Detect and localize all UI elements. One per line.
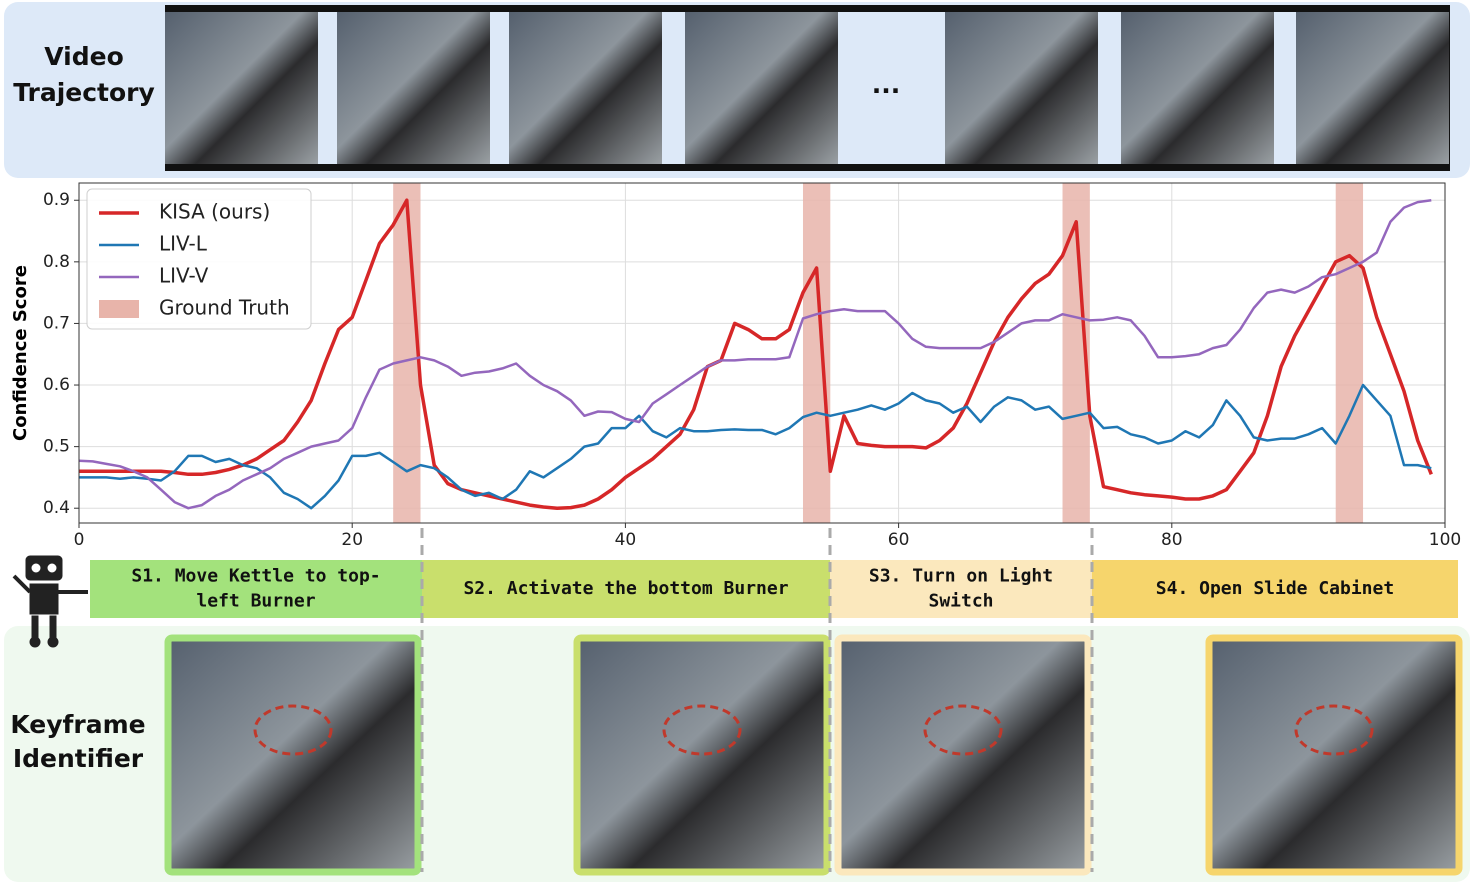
stage-label: S1. Move Kettle to top- bbox=[131, 566, 380, 587]
x-tick-label: 100 bbox=[1429, 530, 1461, 550]
y-tick-label: 0.8 bbox=[43, 252, 70, 272]
legend-label: Ground Truth bbox=[159, 296, 290, 320]
y-tick-label: 0.4 bbox=[43, 498, 70, 518]
highlight-circle bbox=[923, 704, 1003, 756]
keyframe-label: Identifier bbox=[13, 744, 144, 773]
x-tick-label: 80 bbox=[1161, 530, 1183, 550]
ground-truth-span bbox=[1335, 183, 1364, 523]
legend-swatch bbox=[99, 300, 139, 318]
y-tick-label: 0.9 bbox=[43, 190, 70, 210]
keyframe-label: Keyframe bbox=[10, 710, 145, 739]
video-label: Trajectory bbox=[13, 78, 155, 107]
stage-label: left Burner bbox=[196, 591, 315, 612]
video-frame bbox=[509, 12, 662, 164]
legend-label: LIV-L bbox=[159, 232, 208, 256]
video-label: Video bbox=[44, 42, 124, 71]
x-tick-label: 40 bbox=[615, 530, 637, 550]
video-frame bbox=[1121, 12, 1274, 164]
frame-gap bbox=[1274, 12, 1296, 164]
ground-truth-span bbox=[802, 183, 831, 523]
frames bbox=[165, 12, 1449, 164]
stage-label: S2. Activate the bottom Burner bbox=[463, 578, 788, 599]
legend-label: LIV-V bbox=[159, 264, 209, 288]
video-frame bbox=[945, 12, 1098, 164]
legend-box bbox=[86, 188, 312, 330]
stage-bar bbox=[422, 560, 830, 618]
video-frame bbox=[165, 12, 318, 164]
stage-label: Switch bbox=[928, 591, 993, 612]
x-tick-label: 0 bbox=[74, 530, 85, 550]
keyframe-image bbox=[573, 634, 831, 876]
highlight-circle bbox=[662, 704, 742, 756]
keyframe-image bbox=[1205, 634, 1463, 876]
highlight-circle bbox=[253, 704, 333, 756]
y-tick-label: 0.6 bbox=[43, 375, 70, 395]
frame-gap bbox=[1098, 12, 1121, 164]
plot-frame bbox=[78, 182, 1446, 524]
keyframe-image bbox=[834, 634, 1092, 876]
stage-label: S3. Turn on Light bbox=[869, 566, 1053, 587]
series-line bbox=[78, 198, 1432, 510]
highlight-circle bbox=[1294, 704, 1374, 756]
video-frame bbox=[685, 12, 838, 164]
y-axis-label: Confidence Score bbox=[10, 265, 31, 441]
plot: 0 20 40 60 80 100 0.4 0.5 0.6 0.7 0.8 0.9 Confidence… bbox=[10, 182, 1461, 550]
stages: S1. Move Kettle to top-left Burner S2. Ac… bbox=[90, 528, 1463, 876]
keyframe-image bbox=[164, 634, 422, 876]
x-tick-label: 60 bbox=[888, 530, 910, 550]
stage-label: S4. Open Slide Cabinet bbox=[1156, 578, 1394, 599]
series-line bbox=[79, 383, 1432, 510]
frame-gap bbox=[490, 12, 509, 164]
y-tick-label: 0.5 bbox=[43, 437, 70, 457]
x-tick-label: 20 bbox=[341, 530, 363, 550]
robot-icon bbox=[12, 555, 88, 648]
video-frame bbox=[337, 12, 490, 164]
y-tick-label: 0.7 bbox=[43, 313, 70, 333]
series-line bbox=[79, 198, 1433, 510]
stage-bar bbox=[1092, 560, 1458, 618]
frame-gap bbox=[838, 12, 945, 164]
stage-bar bbox=[830, 560, 1092, 618]
stage-bar bbox=[90, 560, 422, 618]
video-frame bbox=[1296, 12, 1449, 164]
legend-label: KISA (ours) bbox=[159, 200, 270, 224]
frame-gap bbox=[318, 12, 337, 164]
ellipsis: ... bbox=[872, 70, 901, 99]
frame-gap bbox=[662, 12, 685, 164]
